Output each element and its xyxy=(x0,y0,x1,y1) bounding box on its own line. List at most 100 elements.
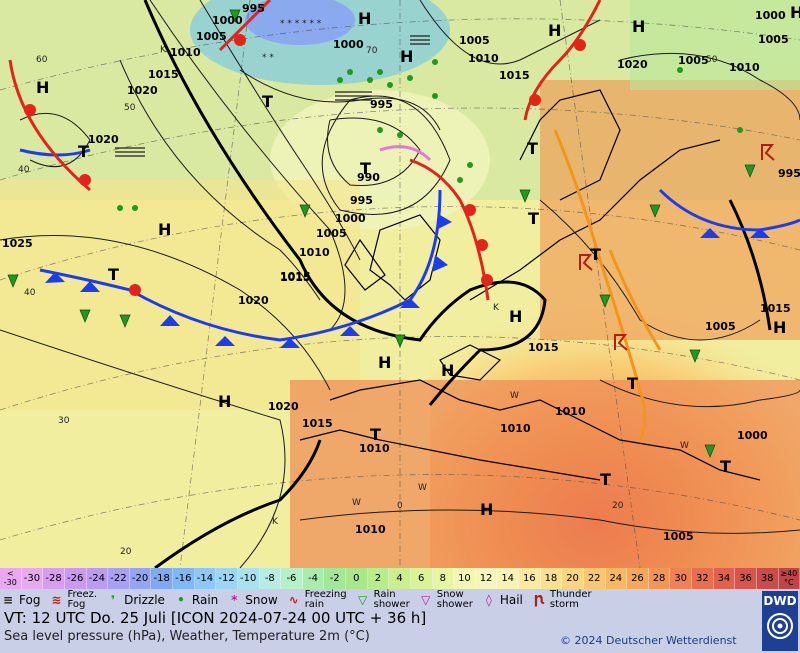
scale-cell: -26 xyxy=(64,568,87,589)
cool-field-northeast xyxy=(630,0,800,90)
legend-label: Snow shower xyxy=(436,589,473,610)
pressure-value: 1010 xyxy=(299,246,330,259)
pressure-value: 990 xyxy=(357,171,380,184)
low-marker: T xyxy=(360,159,371,178)
front-semicircles xyxy=(24,34,586,296)
legend-item: ≋ Freez. Fog xyxy=(48,590,97,610)
pressure-value: 1020 xyxy=(617,58,648,71)
legend-item: Ꞃ Thunder storm xyxy=(531,590,592,610)
scale-cell: -16 xyxy=(173,568,195,589)
fog-icon: ≡ xyxy=(2,593,14,607)
fog-symbols xyxy=(115,35,430,157)
isobars xyxy=(0,0,800,568)
legend-label: Rain xyxy=(191,593,219,607)
legend-item: ▽ Rain shower xyxy=(355,590,410,610)
scale-cell-max: ≥40 °C xyxy=(778,568,800,589)
dwd-logo: DWD xyxy=(762,591,798,651)
pressure-value: 1025 xyxy=(2,237,33,250)
legend-label: Thunder storm xyxy=(549,589,592,610)
high-marker: H xyxy=(773,318,786,337)
rain-symbols xyxy=(117,59,743,211)
temperature-value: 50 xyxy=(124,103,136,113)
legend-label: Hail xyxy=(499,593,523,607)
shower-symbols xyxy=(7,9,756,458)
region-letter: K xyxy=(493,303,500,313)
pressure-value: 1020 xyxy=(127,84,158,97)
legend-item: ∿ Freezing rain xyxy=(286,590,347,610)
pressure-value: 1020 xyxy=(238,294,269,307)
low-marker: T xyxy=(370,425,381,444)
scale-cell: 0 xyxy=(346,568,368,589)
pressure-value: 1005 xyxy=(459,34,490,47)
pressure-value: 1005 xyxy=(678,54,709,67)
scale-cell: 2 xyxy=(367,568,390,589)
legend-panel: ≡ Fog ≋ Freez. Fog ❜ Drizzle • Rain * Snow ∿ Freezi… xyxy=(0,589,800,653)
high-marker: H xyxy=(790,3,800,22)
region-letter: K xyxy=(272,517,279,527)
region-letter: W xyxy=(510,391,519,401)
high-marker: H xyxy=(509,307,522,326)
scale-cell: -8 xyxy=(259,568,282,589)
high-marker: H xyxy=(218,392,231,411)
temperature-value: 30 xyxy=(58,416,70,426)
pressure-value: 1005 xyxy=(758,33,789,46)
svg-text:* * * * * *: * * * * * * xyxy=(280,19,322,29)
svg-text:* *: * * xyxy=(262,53,274,63)
scale-cell: -18 xyxy=(151,568,173,589)
temperature-value: 20 xyxy=(612,501,624,511)
front-triangles xyxy=(45,215,770,348)
pressure-value: 1010 xyxy=(468,52,499,65)
legend-item: ❜ Drizzle xyxy=(105,592,165,608)
scale-cell: -14 xyxy=(194,568,217,589)
scale-cell: 6 xyxy=(410,568,433,589)
scale-cell: 20 xyxy=(562,568,584,589)
legend-item: ▽ Snow shower xyxy=(418,590,473,610)
pressure-value: 1010 xyxy=(355,523,386,536)
pressure-value: 1010 xyxy=(729,61,760,74)
low-marker: T xyxy=(720,457,731,476)
scale-cell: 22 xyxy=(583,568,606,589)
pressure-value: 1000 xyxy=(335,212,366,225)
pressure-value: 1005 xyxy=(663,530,694,543)
high-marker: H xyxy=(158,220,171,239)
scale-cell: -4 xyxy=(302,568,325,589)
legend-label: Freezing rain xyxy=(304,589,347,610)
region-letter: W xyxy=(680,441,689,451)
snow-shower-icon: ▽ xyxy=(421,593,431,607)
high-marker: H xyxy=(36,78,49,97)
scale-cell: -28 xyxy=(43,568,65,589)
pressure-value: 995 xyxy=(242,2,265,15)
rain-icon: • xyxy=(177,593,185,607)
drizzle-icon: ❜ xyxy=(111,593,116,607)
legend-label: Drizzle xyxy=(124,593,165,607)
map-subtitle: Sea level pressure (hPa), Weather, Tempe… xyxy=(4,629,370,644)
scale-cell: 32 xyxy=(692,568,714,589)
low-marker: T xyxy=(528,209,539,228)
scale-cell: -22 xyxy=(108,568,130,589)
fronts xyxy=(8,0,800,441)
high-marker: H xyxy=(400,47,413,66)
scale-cell: 34 xyxy=(713,568,736,589)
scale-cell: -6 xyxy=(281,568,303,589)
rain-shower-icon: ▽ xyxy=(358,593,368,607)
low-marker: T xyxy=(108,265,119,284)
thunderstorm-icon: Ꞃ xyxy=(533,593,544,607)
temperature-value: 50 xyxy=(706,55,718,65)
weather-legend: ≡ Fog ≋ Freez. Fog ❜ Drizzle • Rain * Snow ∿ Freezi… xyxy=(0,589,760,611)
temperature-value: 40 xyxy=(18,165,30,175)
scale-cell: -20 xyxy=(129,568,152,589)
legend-item: • Rain xyxy=(173,592,218,608)
scale-cell: 14 xyxy=(497,568,519,589)
pressure-value: 1005 xyxy=(705,320,736,333)
temperature-value: 20 xyxy=(120,547,132,557)
snow-icon: * xyxy=(231,593,238,607)
region-letter: W xyxy=(352,498,361,508)
pressure-value: 1005 xyxy=(316,227,347,240)
legend-item: * Snow xyxy=(226,592,278,608)
high-marker: H xyxy=(378,353,391,372)
scale-cell: 38 xyxy=(756,568,779,589)
thunderstorm-symbols xyxy=(579,144,775,351)
region-letter: K xyxy=(160,45,167,55)
